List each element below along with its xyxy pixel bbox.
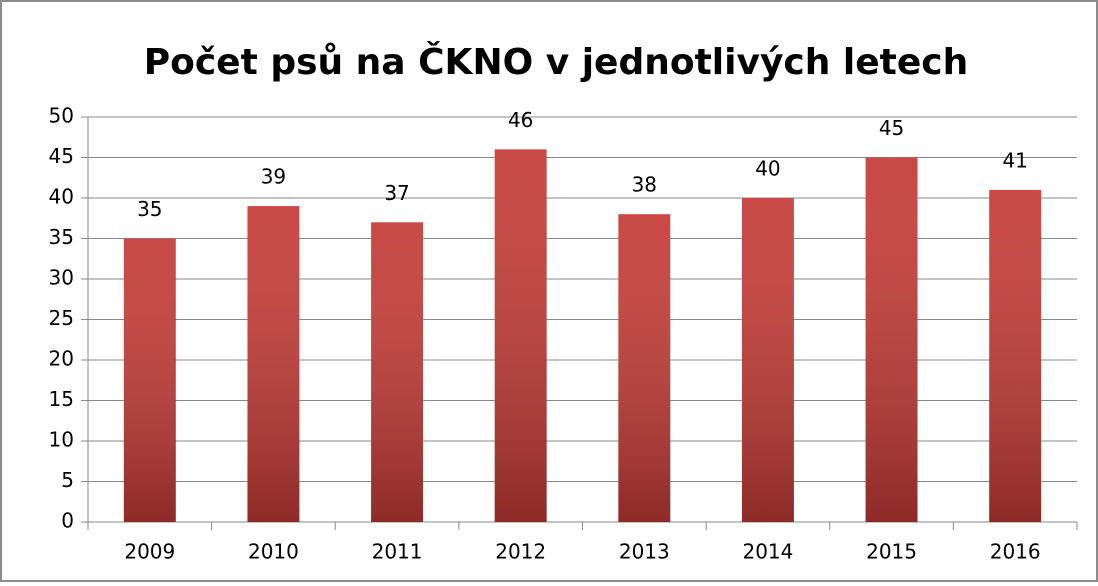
bar-shade xyxy=(618,214,671,522)
data-label: 40 xyxy=(755,157,780,181)
y-tick-label: 50 xyxy=(49,104,74,128)
bar-shade xyxy=(247,206,300,522)
y-tick-label: 30 xyxy=(49,266,74,290)
y-tick-label: 20 xyxy=(49,347,74,371)
bar-shade xyxy=(741,198,794,522)
chart-title: Počet psů na ČKNO v jednotlivých letech xyxy=(144,41,969,83)
y-tick-label: 0 xyxy=(61,509,74,533)
x-tick-label: 2009 xyxy=(124,540,175,564)
x-tick-label: 2013 xyxy=(619,540,670,564)
bar-shade xyxy=(371,222,424,523)
y-tick-label: 25 xyxy=(49,306,74,330)
data-label: 39 xyxy=(261,165,286,189)
y-tick-label: 40 xyxy=(49,185,74,209)
data-label: 38 xyxy=(632,173,657,197)
bar-shade xyxy=(123,238,176,522)
data-label: 45 xyxy=(879,116,904,140)
data-label: 46 xyxy=(508,108,533,132)
x-tick-label: 2010 xyxy=(248,540,299,564)
data-label: 37 xyxy=(384,181,409,205)
y-tick-label: 15 xyxy=(49,387,74,411)
y-tick-label: 10 xyxy=(49,428,74,452)
bar-shade xyxy=(865,157,918,522)
y-tick-label: 45 xyxy=(49,144,74,168)
x-tick-label: 2011 xyxy=(372,540,423,564)
y-tick-label: 35 xyxy=(49,225,74,249)
x-tick-label: 2016 xyxy=(990,540,1041,564)
bar-shade xyxy=(989,189,1042,522)
data-label: 35 xyxy=(137,197,162,221)
y-tick-label: 5 xyxy=(61,468,74,492)
x-tick-label: 2012 xyxy=(495,540,546,564)
x-tick-label: 2014 xyxy=(742,540,793,564)
data-label: 41 xyxy=(1002,148,1027,172)
x-tick-label: 2015 xyxy=(866,540,917,564)
bar-shade xyxy=(494,149,547,522)
